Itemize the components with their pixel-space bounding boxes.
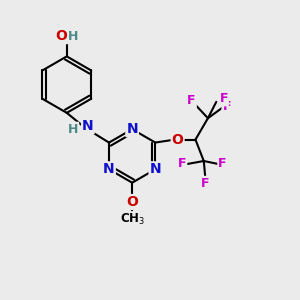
- Text: N: N: [82, 119, 94, 133]
- Text: F: F: [187, 94, 196, 107]
- Text: F: F: [218, 158, 227, 170]
- Text: O: O: [56, 29, 68, 43]
- Text: F: F: [219, 92, 228, 105]
- Text: CH$_3$: CH$_3$: [120, 212, 145, 227]
- Text: F: F: [201, 177, 209, 190]
- Text: N: N: [149, 162, 161, 176]
- Text: N: N: [126, 122, 138, 136]
- Text: O: O: [126, 195, 138, 209]
- Text: H: H: [68, 123, 78, 136]
- Text: H: H: [68, 30, 79, 43]
- Text: F: F: [222, 100, 231, 113]
- Text: O: O: [172, 133, 184, 147]
- Text: F: F: [178, 158, 186, 170]
- Text: N: N: [103, 162, 115, 176]
